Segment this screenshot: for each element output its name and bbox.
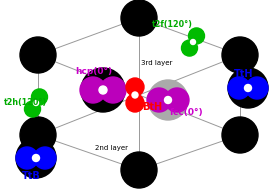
Circle shape (182, 40, 197, 56)
Circle shape (147, 88, 171, 112)
Circle shape (148, 80, 188, 120)
Circle shape (228, 68, 268, 108)
Circle shape (190, 40, 195, 44)
Circle shape (34, 101, 38, 105)
Text: hcp(0°): hcp(0°) (75, 67, 112, 77)
Circle shape (16, 147, 38, 169)
Text: TtB: TtB (22, 171, 41, 181)
Circle shape (165, 88, 189, 112)
Circle shape (20, 117, 56, 153)
Circle shape (81, 68, 125, 112)
Circle shape (126, 94, 144, 112)
Circle shape (132, 92, 138, 98)
Text: t2f(120°): t2f(120°) (152, 19, 193, 29)
Circle shape (99, 86, 107, 94)
Text: TtH: TtH (234, 69, 254, 79)
Circle shape (244, 84, 252, 91)
Circle shape (24, 101, 41, 117)
Circle shape (188, 28, 205, 44)
Text: fcc(0°): fcc(0°) (170, 108, 203, 116)
Circle shape (100, 77, 126, 103)
Circle shape (80, 77, 106, 103)
Circle shape (222, 37, 258, 73)
Circle shape (16, 138, 56, 178)
Circle shape (165, 97, 172, 104)
Circle shape (20, 37, 56, 73)
Circle shape (222, 117, 258, 153)
Circle shape (228, 77, 250, 99)
Circle shape (31, 89, 48, 105)
Circle shape (121, 0, 157, 36)
Text: BtH: BtH (142, 102, 162, 112)
Circle shape (126, 78, 144, 96)
Circle shape (34, 147, 56, 169)
Text: 2nd layer: 2nd layer (95, 145, 128, 151)
Circle shape (33, 154, 39, 161)
Circle shape (121, 152, 157, 188)
Text: 3rd layer: 3rd layer (141, 60, 172, 66)
Circle shape (246, 77, 268, 99)
Text: t2h(120°): t2h(120°) (4, 98, 47, 108)
